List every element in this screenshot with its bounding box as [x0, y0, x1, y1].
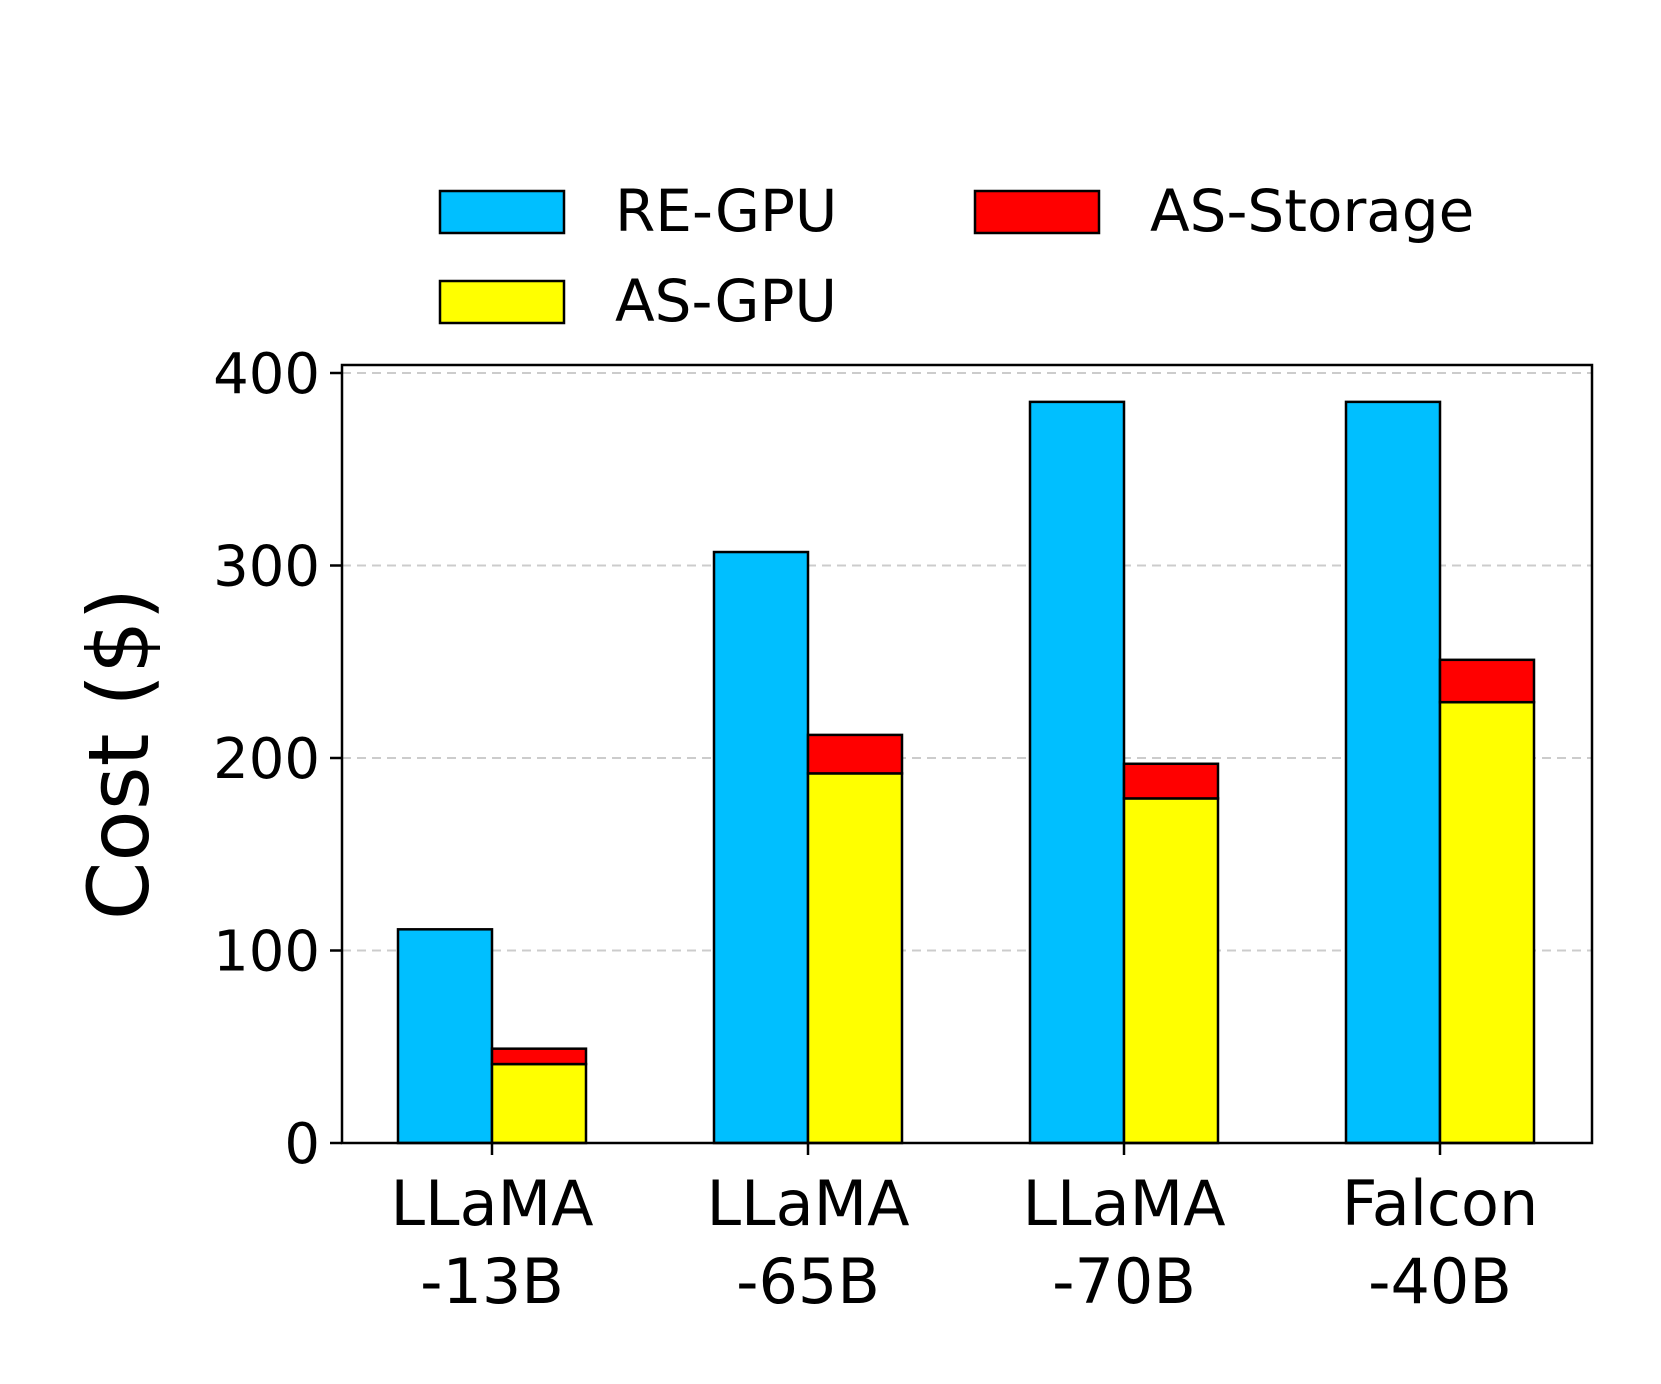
bar-re-gpu [396, 928, 494, 1145]
y-tick-label: 300 [213, 535, 320, 600]
legend-item-as-gpu: AS-GPU [438, 267, 837, 335]
legend-label: AS-GPU [615, 267, 837, 335]
bar-as-gpu [490, 1062, 588, 1145]
x-tick-label: -40B [1368, 1245, 1512, 1318]
bar-re-gpu [1028, 400, 1126, 1145]
legend-item-re-gpu: RE-GPU [438, 177, 837, 245]
y-tick-label: 0 [284, 1112, 320, 1177]
legend-label: AS-Storage [1150, 177, 1474, 245]
x-tick-label: -65B [736, 1245, 880, 1318]
legend-swatch [438, 189, 566, 235]
plot-frame [340, 363, 1594, 1145]
y-tick-label: 400 [213, 342, 320, 407]
x-tick-label: -13B [420, 1245, 564, 1318]
x-tick-label: LLaMA [707, 1167, 910, 1240]
bars [396, 400, 1536, 1145]
y-axis: 0 100 200 300 400 [213, 342, 342, 1177]
bar-as-gpu [1438, 700, 1536, 1145]
bar-as-storage [1122, 762, 1220, 800]
legend-swatch [973, 189, 1101, 235]
x-tick-label: -70B [1052, 1245, 1196, 1318]
bar-re-gpu [1344, 400, 1442, 1145]
y-tick-label: 200 [213, 727, 320, 792]
bar-as-storage [806, 733, 904, 775]
y-tick-label: 100 [213, 920, 320, 985]
bar-re-gpu [712, 550, 810, 1145]
legend-item-as-storage: AS-Storage [973, 177, 1474, 245]
y-axis-title: Cost ($) [70, 588, 168, 920]
bar-as-gpu [1122, 797, 1220, 1145]
legend-swatch [438, 279, 566, 325]
legend: RE-GPU AS-GPU AS-Storage [438, 177, 1474, 335]
x-tick-label: LLaMA [391, 1167, 594, 1240]
x-tick-label: LLaMA [1023, 1167, 1226, 1240]
bar-as-storage [490, 1047, 588, 1066]
bar-as-gpu [806, 772, 904, 1145]
legend-label: RE-GPU [615, 177, 837, 245]
bar-as-storage [1438, 658, 1536, 704]
x-tick-label: Falcon [1342, 1167, 1539, 1240]
